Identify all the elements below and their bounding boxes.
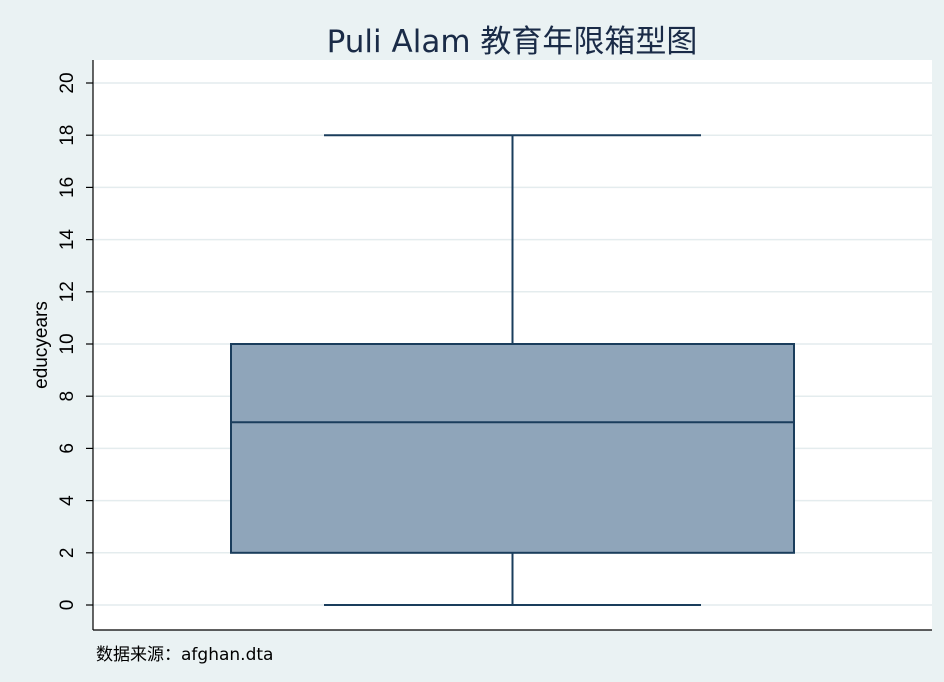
chart-title: Puli Alam 教育年限箱型图 — [327, 24, 698, 60]
axis-layer: 0 2 4 6 8 10 12 14 16 18 20 — [57, 60, 932, 631]
y-axis-title: educyears — [31, 301, 52, 389]
source-note: 数据来源：afghan.dta — [96, 645, 273, 665]
box-layer — [230, 134, 795, 606]
y-tick-label-10: 10 — [57, 333, 78, 354]
y-tick-label-6: 6 — [57, 443, 78, 454]
y-tick-label-16: 16 — [57, 177, 78, 198]
y-tick-label-4: 4 — [57, 495, 78, 506]
interquartile-box — [230, 343, 795, 554]
y-tick-label-0: 0 — [57, 600, 78, 611]
y-tick-label-14: 14 — [57, 229, 78, 251]
y-tick-label-18: 18 — [57, 125, 78, 146]
y-tick-label-20: 20 — [57, 72, 78, 93]
y-tick-label-2: 2 — [57, 548, 78, 559]
y-tick-label-12: 12 — [57, 281, 78, 302]
y-tick-label-8: 8 — [57, 391, 78, 402]
